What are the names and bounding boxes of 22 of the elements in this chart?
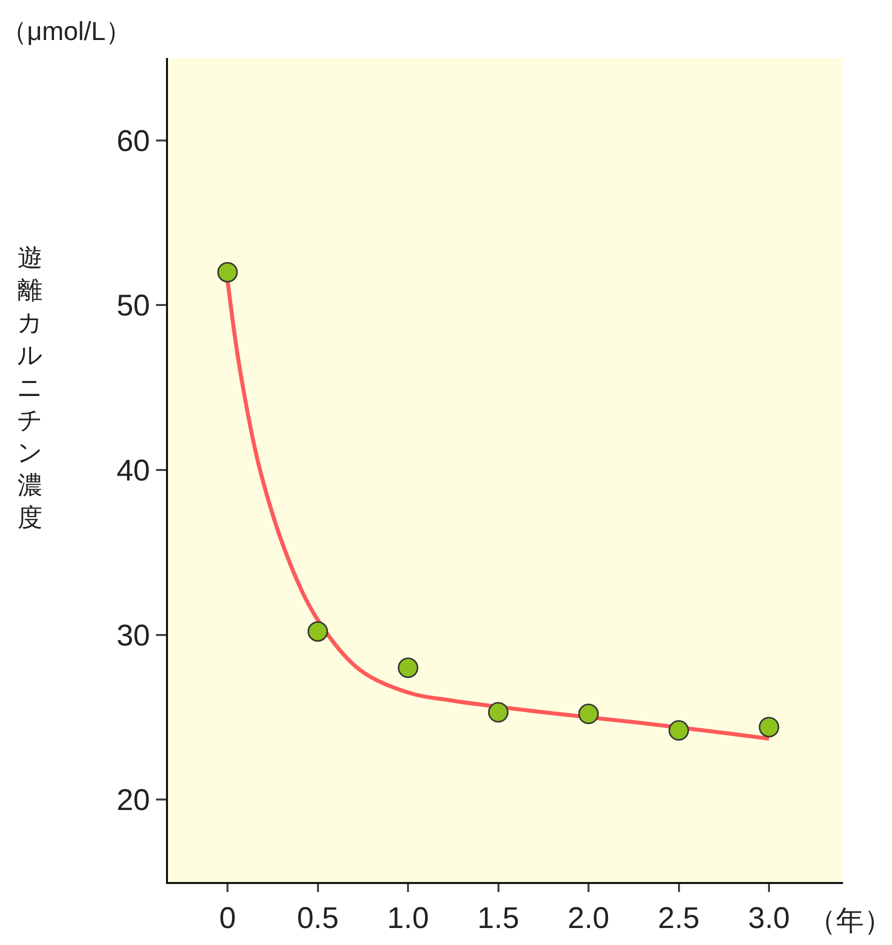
x-axis-title: （年） — [808, 905, 892, 936]
y-tick-label: 40 — [116, 454, 150, 488]
point — [398, 658, 418, 678]
x-tick-label: 2.5 — [658, 902, 700, 935]
text: 遊離カルニチン濃度 — [17, 244, 43, 532]
x-tick-label: 3.0 — [748, 902, 790, 935]
y-tick-label: 20 — [116, 784, 150, 818]
point — [578, 704, 599, 724]
x-tick-label: 2.0 — [568, 902, 610, 935]
y-tick-label: 60 — [116, 124, 150, 158]
y-tick-label: 30 — [116, 619, 150, 652]
point — [758, 716, 780, 738]
x-tick-label: 1.0 — [387, 902, 429, 935]
point — [217, 262, 238, 282]
text: （μmol/L） — [1, 16, 132, 46]
x-tick-label: 0.5 — [296, 902, 339, 935]
x-tick-label: 0 — [219, 902, 236, 935]
point — [308, 621, 328, 642]
x-tick-label: 1.5 — [477, 902, 520, 935]
point — [668, 720, 690, 741]
y-tick-label: 50 — [116, 290, 150, 323]
point — [488, 702, 509, 722]
